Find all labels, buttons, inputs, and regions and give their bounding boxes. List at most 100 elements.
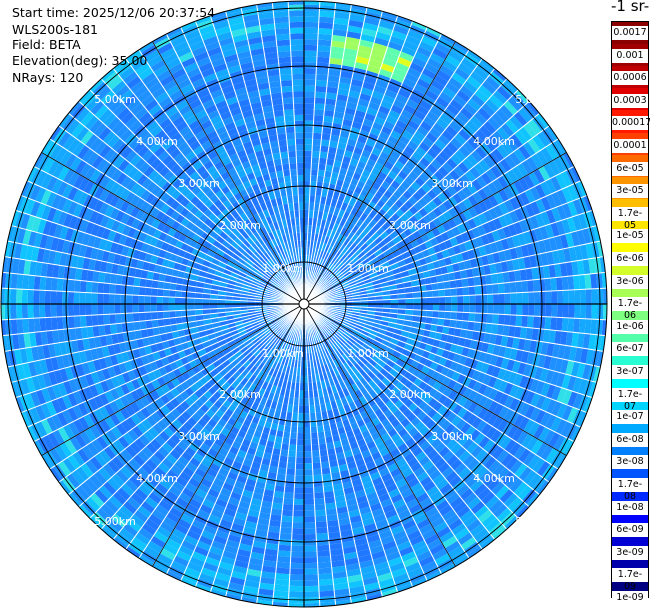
range-gate-cell xyxy=(304,97,315,104)
range-gate-cell xyxy=(467,194,479,207)
range-gate-cell xyxy=(363,143,374,153)
range-gate-cell xyxy=(424,89,439,102)
range-gate-cell xyxy=(349,14,366,23)
range-gate-cell xyxy=(467,49,483,62)
range-gate-cell xyxy=(312,456,321,464)
range-gate-cell xyxy=(366,64,381,75)
range-gate-cell xyxy=(335,290,340,294)
range-gate-cell xyxy=(338,264,346,272)
range-gate-cell xyxy=(320,288,325,292)
range-gate-cell xyxy=(368,241,378,250)
range-gate-cell xyxy=(517,232,527,246)
range-gate-cell xyxy=(353,258,362,267)
range-gate-cell xyxy=(338,277,347,284)
range-gate-cell xyxy=(329,52,344,60)
range-gate-cell xyxy=(332,117,344,125)
range-gate-cell xyxy=(470,93,486,108)
range-gate-cell xyxy=(304,56,317,63)
range-gate-cell xyxy=(513,148,527,163)
range-gate-cell xyxy=(365,264,375,272)
range-gate-cell xyxy=(550,175,562,192)
range-gate-cell xyxy=(426,290,433,298)
range-gate-cell xyxy=(426,310,433,318)
range-gate-cell xyxy=(347,222,356,232)
range-gate-cell xyxy=(545,209,556,224)
range-gate-cell xyxy=(316,62,330,70)
range-gate-cell xyxy=(567,200,578,217)
range-gate-cell xyxy=(317,269,322,275)
range-gate-cell xyxy=(428,210,438,221)
range-gate-cell xyxy=(308,210,314,218)
range-gate-cell xyxy=(485,75,501,91)
range-gate-cell xyxy=(415,146,427,157)
range-gate-cell xyxy=(381,145,393,156)
range-gate-cell xyxy=(355,261,364,270)
range-gate-cell xyxy=(334,260,342,268)
range-gate-cell xyxy=(579,304,587,319)
range-gate-cell xyxy=(447,218,457,229)
range-gate-cell xyxy=(472,215,483,228)
range-gate-cell xyxy=(353,236,362,246)
range-gate-cell xyxy=(457,189,468,201)
range-gate-cell xyxy=(289,438,297,445)
range-gate-cell xyxy=(521,159,534,175)
range-gate-cell xyxy=(355,140,366,150)
range-gate-cell xyxy=(445,81,460,95)
range-gate-cell xyxy=(334,185,343,193)
range-gate-cell xyxy=(454,67,470,81)
range-gate-cell xyxy=(561,202,573,219)
range-gate-cell xyxy=(378,20,395,31)
range-gate-cell xyxy=(437,203,448,214)
range-gate-cell xyxy=(460,231,470,243)
range-gate-cell xyxy=(504,78,519,93)
range-gate-cell xyxy=(498,314,505,326)
range-gate-cell xyxy=(451,181,462,193)
range-gate-cell xyxy=(427,199,438,211)
range-gate-cell xyxy=(515,315,523,327)
range-gate-cell xyxy=(503,212,514,226)
range-gate-cell xyxy=(314,103,326,110)
range-gate-cell xyxy=(359,242,369,252)
range-gate-cell xyxy=(491,112,506,127)
range-gate-cell xyxy=(321,127,332,135)
range-gate-cell xyxy=(432,296,440,304)
range-gate-cell xyxy=(491,148,505,162)
range-gate-cell xyxy=(509,196,520,211)
range-gate-cell xyxy=(413,130,426,142)
range-gate-cell xyxy=(326,276,331,281)
range-gate-cell xyxy=(343,220,352,230)
range-gate-cell xyxy=(378,68,393,79)
range-gate-cell xyxy=(384,175,395,185)
range-gate-cell xyxy=(503,199,515,213)
range-gate-cell xyxy=(323,285,328,290)
range-gate-cell xyxy=(503,100,518,116)
range-gate-cell xyxy=(466,153,479,167)
range-gate-cell xyxy=(546,125,559,141)
range-gate-cell xyxy=(295,469,304,476)
range-gate-cell xyxy=(526,156,539,172)
range-gate-cell xyxy=(278,461,288,469)
range-gate-cell xyxy=(378,131,390,141)
range-gate-cell xyxy=(394,175,405,185)
range-gate-cell xyxy=(329,246,336,256)
range-gate-cell xyxy=(426,110,440,123)
range-gate-cell xyxy=(429,237,439,247)
range-gate-cell xyxy=(274,578,290,586)
range-gate-cell xyxy=(499,104,514,120)
range-gate-cell xyxy=(361,169,371,179)
range-gate-cell xyxy=(304,498,315,505)
range-gate-cell xyxy=(313,115,324,122)
range-gate-cell xyxy=(539,225,549,240)
range-gate-cell xyxy=(536,113,550,129)
range-gate-cell xyxy=(342,268,350,276)
range-gate-cell xyxy=(415,161,427,173)
range-gate-cell xyxy=(455,177,467,190)
range-gate-cell xyxy=(304,132,313,139)
range-gate-cell xyxy=(330,274,335,279)
range-gate-cell xyxy=(376,268,385,276)
range-gate-cell xyxy=(442,199,453,211)
range-gate-cell xyxy=(346,240,354,249)
range-gate-cell xyxy=(463,304,470,313)
range-gate-cell xyxy=(297,426,304,434)
range-gate-cell xyxy=(469,166,481,180)
